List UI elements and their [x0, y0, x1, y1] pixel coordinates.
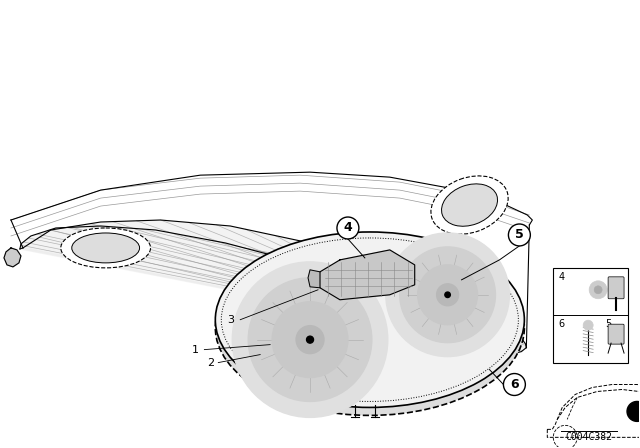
Circle shape: [589, 281, 607, 299]
Circle shape: [508, 224, 531, 246]
Ellipse shape: [61, 228, 150, 268]
Circle shape: [594, 286, 602, 294]
Circle shape: [583, 320, 593, 330]
Circle shape: [272, 302, 348, 378]
Text: 2: 2: [207, 358, 214, 367]
Circle shape: [418, 265, 477, 325]
Ellipse shape: [72, 233, 140, 263]
Text: 6: 6: [558, 319, 564, 329]
Ellipse shape: [431, 176, 508, 234]
Circle shape: [400, 247, 495, 343]
Ellipse shape: [442, 184, 497, 226]
Circle shape: [296, 326, 324, 353]
Polygon shape: [20, 220, 526, 353]
Text: C004C382: C004C382: [566, 432, 612, 442]
FancyBboxPatch shape: [608, 324, 624, 344]
Circle shape: [232, 262, 388, 418]
Polygon shape: [308, 270, 320, 288]
Text: 3: 3: [227, 314, 234, 325]
Circle shape: [386, 233, 509, 357]
Circle shape: [307, 336, 314, 343]
Text: 5: 5: [515, 228, 524, 241]
Text: 5: 5: [605, 319, 611, 329]
Circle shape: [337, 217, 359, 239]
FancyBboxPatch shape: [608, 277, 624, 299]
Bar: [553, 268, 628, 362]
Circle shape: [248, 278, 372, 401]
Ellipse shape: [215, 240, 524, 415]
Circle shape: [627, 401, 640, 422]
Text: 1: 1: [192, 345, 199, 355]
Ellipse shape: [215, 232, 524, 407]
Polygon shape: [4, 248, 21, 267]
Circle shape: [445, 292, 451, 297]
Text: 4: 4: [558, 272, 564, 282]
Polygon shape: [320, 250, 415, 300]
Circle shape: [436, 284, 459, 306]
Text: 4: 4: [344, 221, 352, 234]
Text: 6: 6: [510, 378, 518, 391]
Circle shape: [504, 374, 525, 396]
